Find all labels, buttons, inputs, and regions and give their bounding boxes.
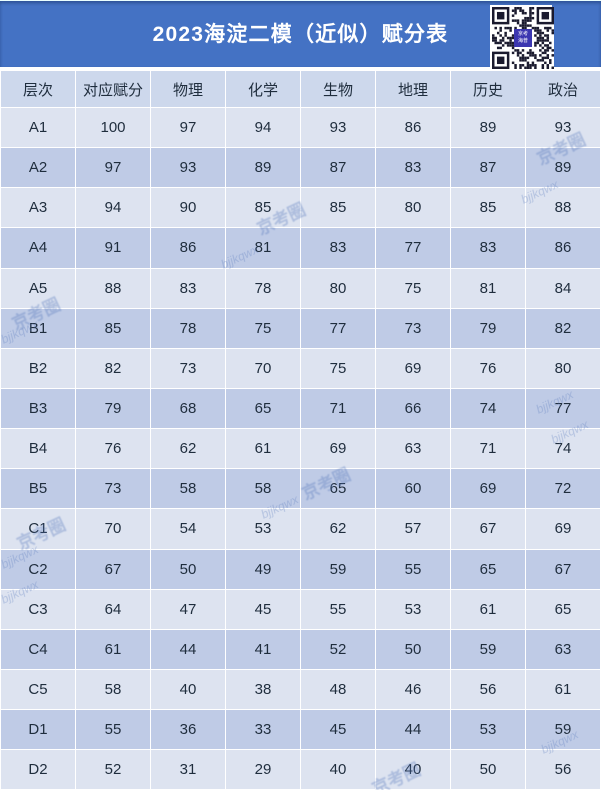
- svg-text:京考: 京考: [518, 30, 528, 37]
- svg-text:海普: 海普: [518, 37, 528, 44]
